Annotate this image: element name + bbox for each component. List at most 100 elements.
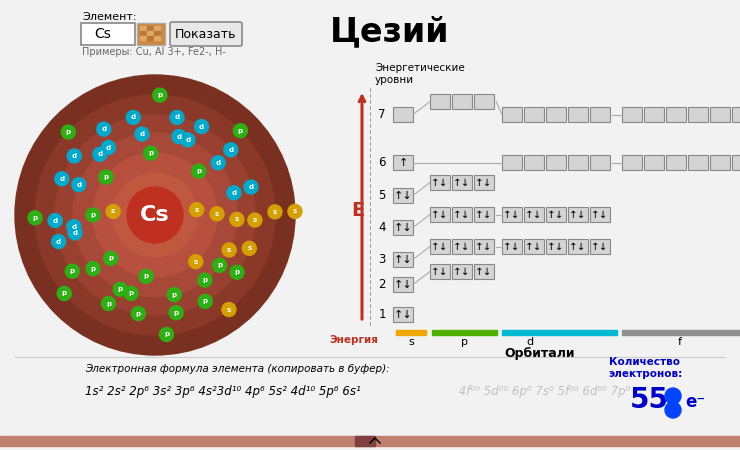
Text: ↑↓: ↑↓ [525,242,542,252]
Circle shape [99,170,113,184]
Text: d: d [249,184,254,190]
Text: ↑↓: ↑↓ [431,242,448,252]
Text: s: s [227,247,232,253]
Text: ↑↓: ↑↓ [394,310,412,320]
Circle shape [28,211,42,225]
Circle shape [189,255,203,269]
FancyBboxPatch shape [666,107,686,122]
Text: d: d [101,126,107,132]
Text: p: p [238,128,243,134]
Text: ↑↓: ↑↓ [548,242,565,252]
Text: Количество
электронов:: Количество электронов: [608,357,682,379]
FancyBboxPatch shape [452,207,472,222]
FancyBboxPatch shape [452,264,472,279]
Circle shape [61,125,75,139]
Bar [140,26,146,30]
Text: ↑↓: ↑↓ [548,210,565,220]
Text: p: p [108,255,113,261]
FancyBboxPatch shape [393,252,413,267]
Text: ↑↓: ↑↓ [394,255,412,265]
Text: Cs: Cs [140,205,169,225]
Bar [147,26,153,30]
Text: p: p [164,332,169,338]
Circle shape [665,402,681,418]
Circle shape [248,213,262,227]
FancyBboxPatch shape [622,107,642,122]
Text: ↑↓: ↑↓ [591,210,609,220]
FancyBboxPatch shape [688,155,708,170]
Circle shape [97,122,111,136]
Circle shape [160,328,173,342]
FancyBboxPatch shape [430,207,450,222]
Text: p: p [70,268,75,274]
FancyBboxPatch shape [568,107,588,122]
Text: ↑↓: ↑↓ [431,177,448,188]
Circle shape [127,110,141,124]
Text: p: p [90,212,95,218]
Text: s: s [194,259,198,265]
Text: p: p [118,286,123,292]
FancyBboxPatch shape [590,239,610,254]
Text: s: s [293,208,297,215]
Circle shape [15,75,295,355]
Circle shape [48,214,62,228]
Bar [140,36,146,40]
Text: p: p [135,310,141,317]
FancyBboxPatch shape [590,155,610,170]
Text: Показать: Показать [175,27,237,40]
Text: p: p [148,150,153,156]
Circle shape [67,220,81,234]
Bar [147,31,153,35]
Text: 5: 5 [378,189,386,202]
Text: ↑↓: ↑↓ [475,210,493,220]
Text: Орбитали: Орбитали [505,346,575,360]
Text: ↑↓: ↑↓ [394,190,412,201]
Circle shape [169,306,183,320]
FancyBboxPatch shape [474,239,494,254]
Circle shape [153,88,166,102]
Circle shape [101,140,115,154]
Text: d: d [76,182,81,188]
Circle shape [72,178,86,192]
Circle shape [67,149,81,163]
Circle shape [198,294,212,308]
Text: s: s [195,207,199,213]
Text: e⁻: e⁻ [685,393,705,411]
Text: E: E [352,201,365,220]
Text: Примеры: Cu, Al 3+, Fe2-, H-: Примеры: Cu, Al 3+, Fe2-, H- [82,47,226,57]
FancyBboxPatch shape [430,239,450,254]
Text: 3: 3 [378,253,386,266]
Circle shape [233,124,247,138]
FancyBboxPatch shape [524,155,544,170]
FancyBboxPatch shape [710,107,730,122]
Text: s: s [215,211,219,217]
Text: p: p [202,277,207,283]
Circle shape [212,258,226,272]
Circle shape [139,270,153,284]
FancyBboxPatch shape [546,155,566,170]
Text: f: f [678,337,682,347]
FancyBboxPatch shape [502,239,522,254]
Text: p: p [90,266,95,272]
Circle shape [189,202,204,217]
Circle shape [665,388,681,404]
Circle shape [242,241,256,255]
Circle shape [104,252,118,266]
FancyBboxPatch shape [452,239,472,254]
Circle shape [131,306,145,320]
Text: d: d [186,137,190,143]
Text: d: d [53,218,58,224]
Text: s: s [273,209,277,215]
Text: p: p [174,310,178,316]
FancyBboxPatch shape [732,107,740,122]
Text: ↑: ↑ [398,158,408,167]
FancyBboxPatch shape [568,207,588,222]
Text: ↑↓: ↑↓ [591,242,609,252]
Text: s: s [235,216,239,222]
Text: ↑↓: ↑↓ [453,177,471,188]
FancyBboxPatch shape [393,220,413,235]
Text: Энергия: Энергия [329,335,378,345]
Text: p: p [196,168,201,174]
Text: d: d [199,123,204,130]
Circle shape [65,264,79,278]
